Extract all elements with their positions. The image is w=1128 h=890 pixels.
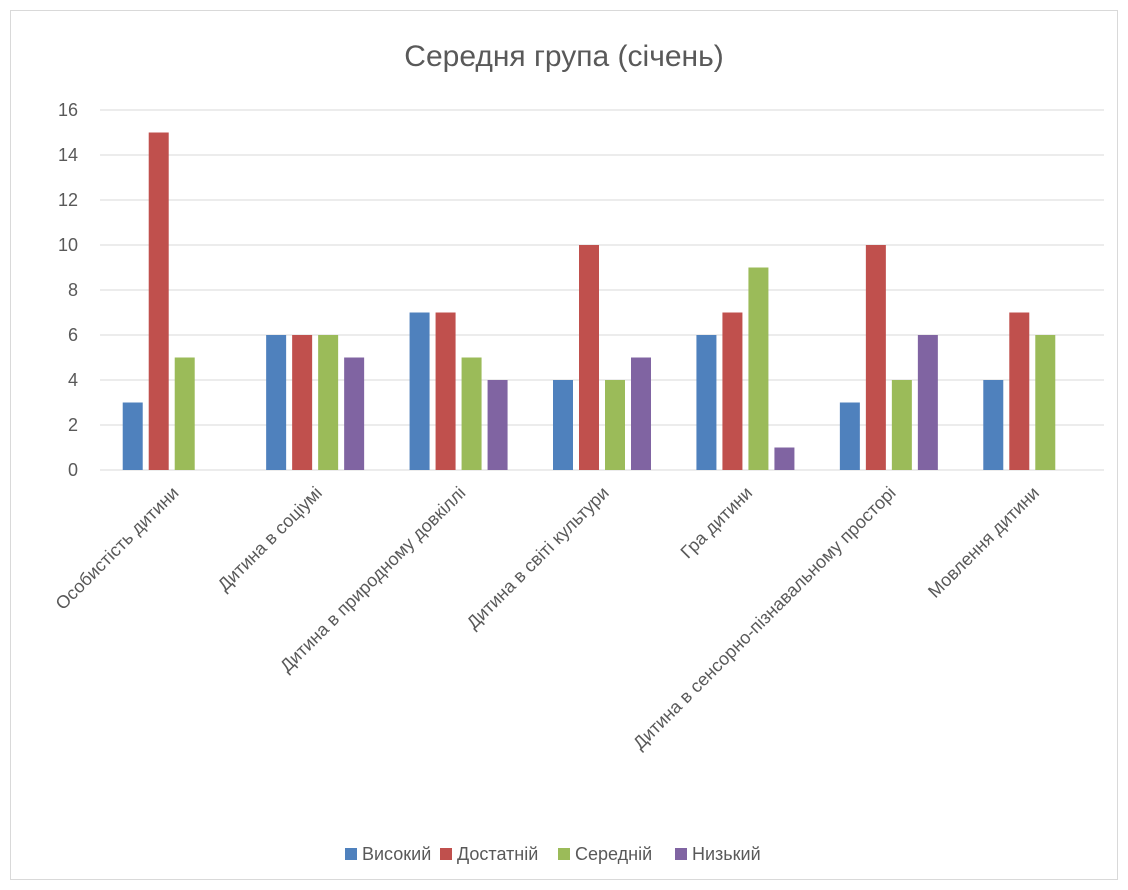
bar-4: [917, 335, 938, 470]
bar-1: [409, 312, 430, 470]
bar-1: [839, 402, 860, 470]
y-tick-label: 0: [68, 460, 78, 480]
bar-4: [631, 357, 651, 470]
x-tick-label: Дитина в світі культури: [463, 483, 613, 633]
x-tick-label: Дитина в соціумі: [214, 483, 326, 595]
legend-swatch: [345, 848, 357, 860]
bar-1: [983, 380, 1004, 470]
y-tick-label: 12: [58, 190, 78, 210]
y-tick-label: 6: [68, 325, 78, 345]
bar-4: [487, 380, 508, 470]
gridlines: [100, 109, 1104, 471]
bar-1: [553, 380, 573, 470]
bar-4: [774, 447, 795, 470]
legend-label: Середній: [575, 844, 652, 864]
bar-3: [891, 380, 912, 470]
bar-1: [266, 335, 287, 470]
x-tick-label: Дитина в сенсорно-пізнавальному просторі: [629, 483, 900, 754]
legend-swatch: [440, 848, 452, 860]
y-tick-label: 16: [58, 100, 78, 120]
legend-label: Низький: [692, 844, 761, 864]
legend-swatch: [558, 848, 570, 860]
x-tick-label: Особистість дитини: [52, 483, 183, 614]
y-tick-label: 2: [68, 415, 78, 435]
legend-label: Достатній: [457, 844, 538, 864]
y-tick-label: 14: [58, 145, 78, 165]
bar-2: [148, 132, 169, 470]
x-tick-label: Мовлення дитини: [924, 483, 1043, 602]
chart-title: Середня група (січень): [404, 40, 724, 73]
bar-2: [292, 335, 313, 470]
x-axis-ticks: Особистість дитини Дитина в соціумі Дитина…: [52, 483, 1044, 754]
bar-3: [461, 357, 482, 470]
bar-3: [748, 267, 769, 470]
bar-1: [696, 335, 717, 470]
bar-3: [318, 335, 339, 470]
legend-label: Високий: [362, 844, 431, 864]
bar-2: [435, 312, 456, 470]
bar-3: [605, 380, 625, 470]
bar-2: [865, 245, 886, 470]
bar-2: [722, 312, 743, 470]
y-tick-label: 10: [58, 235, 78, 255]
legend-swatch: [675, 848, 687, 860]
y-tick-label: 4: [68, 370, 78, 390]
y-axis-ticks: 0 2 4 6 8 10 12 14 16: [58, 100, 78, 480]
bar-3: [174, 357, 195, 470]
bar-3: [1035, 335, 1056, 470]
bar-1: [122, 402, 143, 470]
y-tick-label: 8: [68, 280, 78, 300]
bar-4: [344, 357, 365, 470]
bar-2: [579, 245, 599, 470]
bars: [122, 132, 1056, 470]
x-tick-label: Гра дитини: [677, 483, 757, 563]
legend: Високий Достатній Середній Низький: [345, 844, 761, 864]
bar-2: [1009, 312, 1030, 470]
